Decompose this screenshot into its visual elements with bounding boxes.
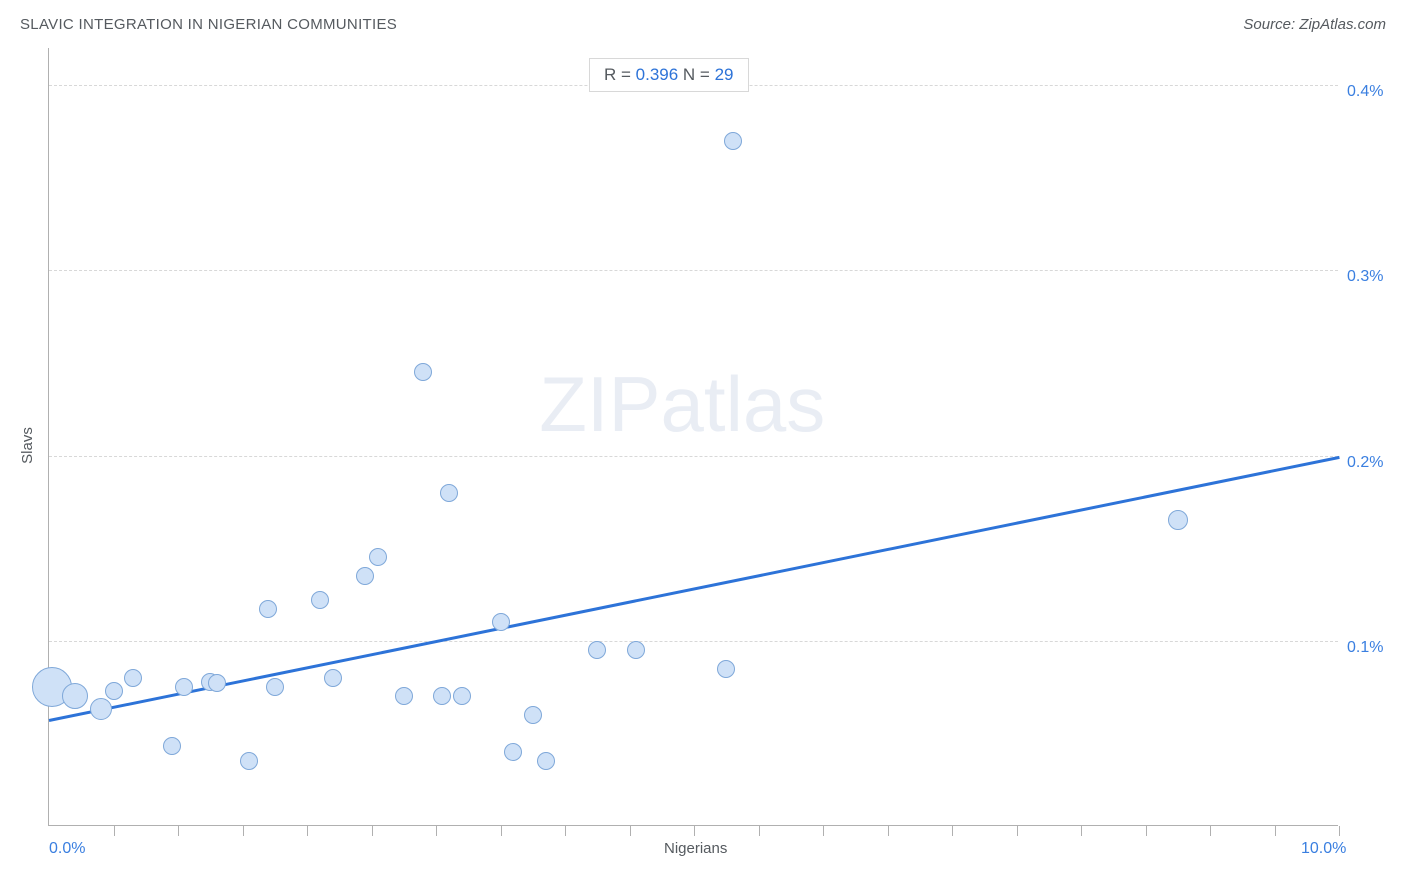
gridline xyxy=(49,270,1338,271)
stats-box: R = 0.396 N = 29 xyxy=(589,58,749,92)
gridline xyxy=(49,641,1338,642)
x-tick xyxy=(178,826,179,836)
x-tick xyxy=(501,826,502,836)
chart-header: SLAVIC INTEGRATION IN NIGERIAN COMMUNITI… xyxy=(0,0,1406,48)
data-point[interactable] xyxy=(724,132,742,150)
x-tick xyxy=(694,826,695,836)
data-point[interactable] xyxy=(266,678,284,696)
source-prefix: Source: xyxy=(1243,16,1299,33)
data-point[interactable] xyxy=(588,641,606,659)
chart-area: 0.1%0.2%0.3%0.4%0.0%10.0%ZIPatlasR = 0.3… xyxy=(48,48,1386,840)
x-tick xyxy=(823,826,824,836)
x-tick xyxy=(114,826,115,836)
y-axis-label: Slavs xyxy=(19,427,36,464)
data-point[interactable] xyxy=(369,548,387,566)
source-attribution: Source: ZipAtlas.com xyxy=(1243,16,1386,33)
y-tick-label: 0.1% xyxy=(1347,639,1383,657)
x-tick-label: 10.0% xyxy=(1301,840,1346,858)
data-point[interactable] xyxy=(208,674,226,692)
data-point[interactable] xyxy=(504,743,522,761)
x-tick-label: 0.0% xyxy=(49,840,85,858)
data-point[interactable] xyxy=(492,613,510,631)
y-tick-label: 0.3% xyxy=(1347,268,1383,286)
data-point[interactable] xyxy=(311,591,329,609)
data-point[interactable] xyxy=(440,484,458,502)
x-tick xyxy=(1081,826,1082,836)
chart-title: SLAVIC INTEGRATION IN NIGERIAN COMMUNITI… xyxy=(20,16,397,33)
x-tick xyxy=(372,826,373,836)
source-name: ZipAtlas.com xyxy=(1299,16,1386,33)
data-point[interactable] xyxy=(240,752,258,770)
x-tick xyxy=(1339,826,1340,836)
x-tick xyxy=(565,826,566,836)
data-point[interactable] xyxy=(717,660,735,678)
data-point[interactable] xyxy=(324,669,342,687)
data-point[interactable] xyxy=(105,682,123,700)
data-point[interactable] xyxy=(433,687,451,705)
data-point[interactable] xyxy=(395,687,413,705)
data-point[interactable] xyxy=(259,600,277,618)
plot-region: 0.1%0.2%0.3%0.4%0.0%10.0%ZIPatlasR = 0.3… xyxy=(48,48,1338,826)
x-tick xyxy=(307,826,308,836)
data-point[interactable] xyxy=(524,706,542,724)
data-point[interactable] xyxy=(62,683,88,709)
gridline xyxy=(49,456,1338,457)
data-point[interactable] xyxy=(124,669,142,687)
data-point[interactable] xyxy=(175,678,193,696)
y-tick-label: 0.4% xyxy=(1347,83,1383,101)
data-point[interactable] xyxy=(537,752,555,770)
data-point[interactable] xyxy=(90,698,112,720)
data-point[interactable] xyxy=(356,567,374,585)
x-tick xyxy=(630,826,631,836)
data-point[interactable] xyxy=(453,687,471,705)
x-tick xyxy=(1210,826,1211,836)
data-point[interactable] xyxy=(1168,510,1188,530)
x-axis-label: Nigerians xyxy=(664,840,727,857)
data-point[interactable] xyxy=(414,363,432,381)
x-tick xyxy=(952,826,953,836)
trend-line xyxy=(49,456,1340,722)
x-tick xyxy=(1146,826,1147,836)
x-tick xyxy=(436,826,437,836)
x-tick xyxy=(1275,826,1276,836)
data-point[interactable] xyxy=(163,737,181,755)
data-point[interactable] xyxy=(627,641,645,659)
x-tick xyxy=(1017,826,1018,836)
y-tick-label: 0.2% xyxy=(1347,454,1383,472)
watermark: ZIPatlas xyxy=(539,359,825,450)
x-tick xyxy=(888,826,889,836)
x-tick xyxy=(759,826,760,836)
x-tick xyxy=(243,826,244,836)
